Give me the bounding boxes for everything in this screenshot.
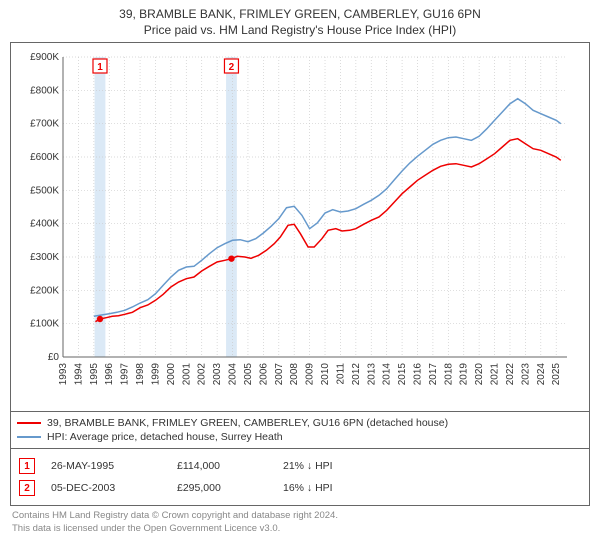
svg-text:2008: 2008 xyxy=(289,363,300,386)
legend: 39, BRAMBLE BANK, FRIMLEY GREEN, CAMBERL… xyxy=(10,412,590,449)
footer-line-2: This data is licensed under the Open Gov… xyxy=(12,523,588,535)
svg-text:2017: 2017 xyxy=(428,363,439,386)
svg-text:2021: 2021 xyxy=(490,363,501,386)
svg-text:2011: 2011 xyxy=(335,363,346,385)
svg-text:2001: 2001 xyxy=(181,363,192,386)
svg-text:2002: 2002 xyxy=(197,363,208,386)
svg-text:2023: 2023 xyxy=(520,363,531,386)
svg-text:£0: £0 xyxy=(48,352,60,363)
sales-table: 1 26-MAY-1995 £114,000 21% ↓ HPI 2 05-DEC-200… xyxy=(10,449,590,506)
svg-text:£500K: £500K xyxy=(30,186,59,197)
svg-text:2010: 2010 xyxy=(320,363,331,386)
chart-title: 39, BRAMBLE BANK, FRIMLEY GREEN, CAMBERL… xyxy=(10,6,590,38)
sale-point-1 xyxy=(97,316,103,322)
svg-text:2: 2 xyxy=(229,62,235,73)
sale-date: 26-MAY-1995 xyxy=(51,460,161,472)
svg-text:2015: 2015 xyxy=(397,363,408,386)
svg-text:£300K: £300K xyxy=(30,252,59,263)
svg-text:2006: 2006 xyxy=(258,363,269,386)
sale-price: £295,000 xyxy=(177,482,267,494)
svg-text:2009: 2009 xyxy=(305,363,316,386)
sale-date: 05-DEC-2003 xyxy=(51,482,161,494)
sale-hpi-delta: 16% ↓ HPI xyxy=(283,482,581,494)
svg-text:2025: 2025 xyxy=(551,363,562,386)
svg-text:2012: 2012 xyxy=(351,363,362,386)
title-line-1: 39, BRAMBLE BANK, FRIMLEY GREEN, CAMBERL… xyxy=(10,6,590,22)
legend-swatch xyxy=(17,422,41,424)
legend-row: 39, BRAMBLE BANK, FRIMLEY GREEN, CAMBERL… xyxy=(17,416,583,430)
svg-text:1995: 1995 xyxy=(89,363,100,386)
legend-label: HPI: Average price, detached house, Surr… xyxy=(47,431,283,443)
svg-text:1999: 1999 xyxy=(150,363,161,386)
svg-text:2003: 2003 xyxy=(212,363,223,386)
svg-text:2014: 2014 xyxy=(382,363,393,386)
legend-swatch xyxy=(17,436,41,438)
svg-text:1: 1 xyxy=(97,62,103,73)
svg-text:1997: 1997 xyxy=(120,363,131,386)
svg-text:£700K: £700K xyxy=(30,119,59,130)
svg-text:1998: 1998 xyxy=(135,363,146,386)
title-line-2: Price paid vs. HM Land Registry's House … xyxy=(10,22,590,38)
sale-row: 2 05-DEC-2003 £295,000 16% ↓ HPI xyxy=(19,477,581,499)
svg-text:2020: 2020 xyxy=(474,363,485,386)
svg-text:2005: 2005 xyxy=(243,363,254,386)
legend-row: HPI: Average price, detached house, Surr… xyxy=(17,430,583,444)
svg-text:2019: 2019 xyxy=(459,363,470,386)
svg-text:1996: 1996 xyxy=(104,363,115,386)
sale-point-2 xyxy=(228,256,234,262)
svg-text:£600K: £600K xyxy=(30,152,59,163)
svg-text:2022: 2022 xyxy=(505,363,516,386)
chart-container: £0 £100K £200K £300K £400K £500K £600K £700K £80… xyxy=(10,42,590,412)
price-chart: £0 £100K £200K £300K £400K £500K £600K £700K £80… xyxy=(15,49,575,409)
svg-text:2004: 2004 xyxy=(228,363,239,386)
svg-text:1993: 1993 xyxy=(58,363,69,386)
sale-hpi-delta: 21% ↓ HPI xyxy=(283,460,581,472)
legend-label: 39, BRAMBLE BANK, FRIMLEY GREEN, CAMBERL… xyxy=(47,417,448,429)
svg-text:2024: 2024 xyxy=(536,363,547,386)
svg-text:£800K: £800K xyxy=(30,86,59,97)
svg-text:£200K: £200K xyxy=(30,286,59,297)
svg-text:2007: 2007 xyxy=(274,363,285,386)
svg-text:2000: 2000 xyxy=(166,363,177,386)
sale-row: 1 26-MAY-1995 £114,000 21% ↓ HPI xyxy=(19,455,581,477)
sale-marker-box: 2 xyxy=(19,480,35,496)
sale-price: £114,000 xyxy=(177,460,267,472)
sale-marker-box: 1 xyxy=(19,458,35,474)
svg-text:2013: 2013 xyxy=(366,363,377,386)
svg-text:1994: 1994 xyxy=(73,363,84,386)
svg-text:£100K: £100K xyxy=(30,319,59,330)
footer-line-1: Contains HM Land Registry data © Crown c… xyxy=(12,510,588,522)
svg-text:2018: 2018 xyxy=(443,363,454,386)
svg-text:2016: 2016 xyxy=(412,363,423,386)
svg-text:£900K: £900K xyxy=(30,52,59,63)
footer-attribution: Contains HM Land Registry data © Crown c… xyxy=(10,506,590,535)
svg-text:£400K: £400K xyxy=(30,219,59,230)
